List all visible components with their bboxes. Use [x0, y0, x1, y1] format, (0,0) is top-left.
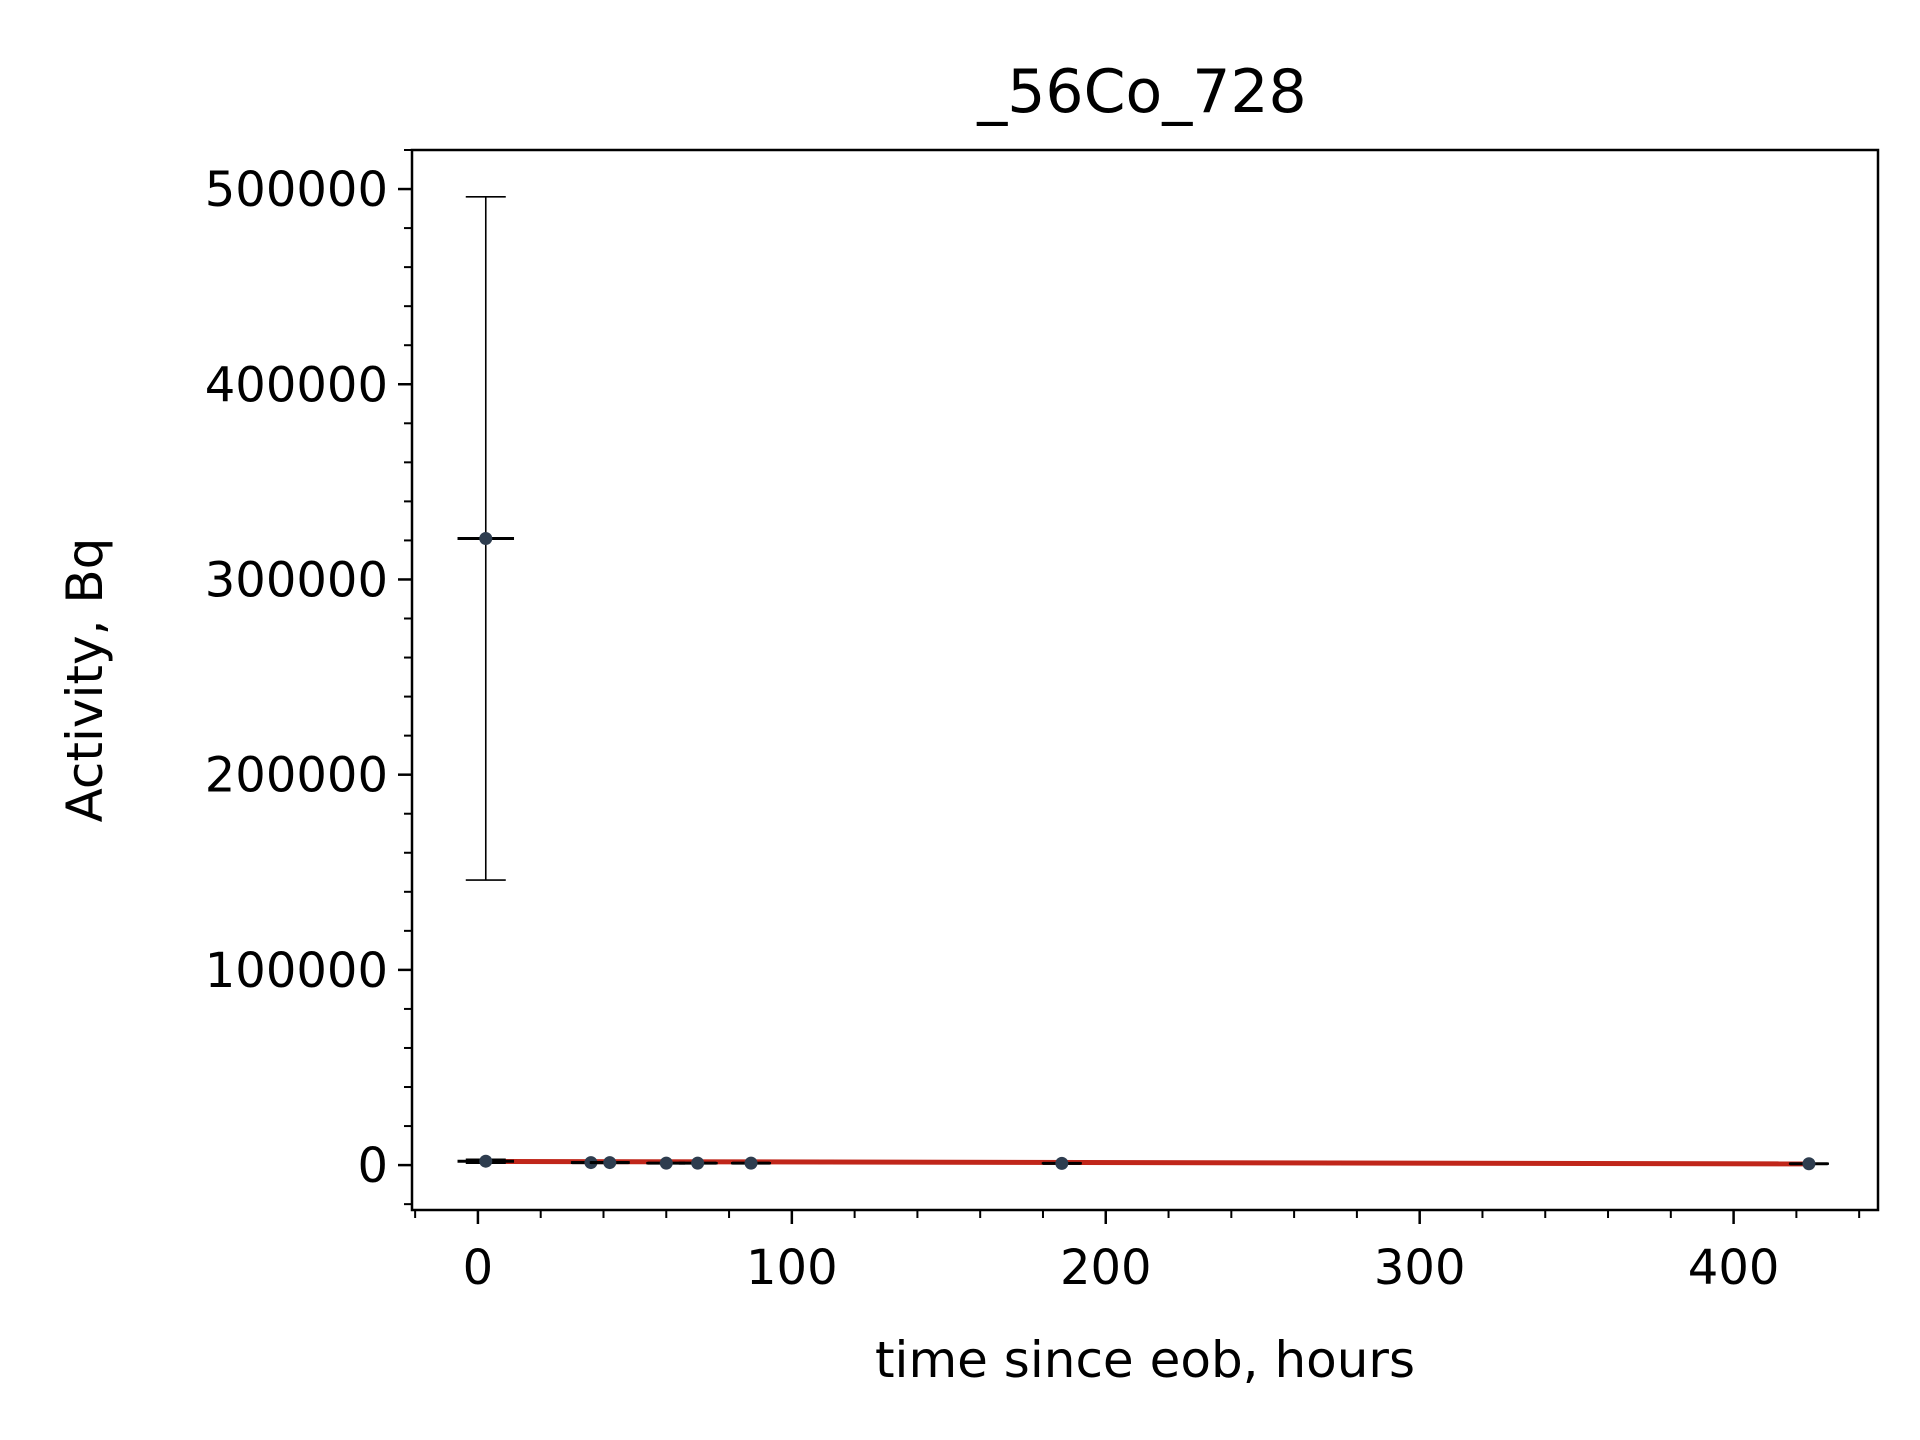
x-tick-label: 100 [746, 1240, 838, 1296]
axes: 0 100 200 300 400 0 100000 200000 300000 400000 50… [205, 149, 1861, 1296]
data-point [659, 1156, 673, 1170]
y-tick-label: 300000 [205, 552, 388, 608]
x-tick-label: 400 [1688, 1240, 1780, 1296]
x-axis-label: time since eob, hours [875, 1331, 1415, 1389]
y-tick-label: 100000 [205, 943, 388, 999]
y-tick-label: 500000 [205, 162, 388, 218]
plot-area [457, 196, 1829, 1171]
x-tick-label: 0 [463, 1240, 494, 1296]
data-point [479, 531, 493, 545]
chart-title: _56Co_728 [976, 57, 1306, 127]
y-tick-label: 200000 [205, 748, 388, 804]
plot-frame [410, 148, 1880, 1212]
y-axis-label: Activity, Bq [56, 538, 114, 823]
data-point [603, 1156, 617, 1170]
data-point [1802, 1157, 1816, 1171]
x-tick-label: 200 [1060, 1240, 1152, 1296]
y-tick-label: 400000 [205, 357, 388, 413]
x-tick-label: 300 [1374, 1240, 1466, 1296]
data-point [1055, 1156, 1069, 1170]
data-point [744, 1156, 758, 1170]
data-point [479, 1154, 493, 1168]
y-tick-label: 0 [357, 1138, 388, 1194]
data-point [691, 1156, 705, 1170]
